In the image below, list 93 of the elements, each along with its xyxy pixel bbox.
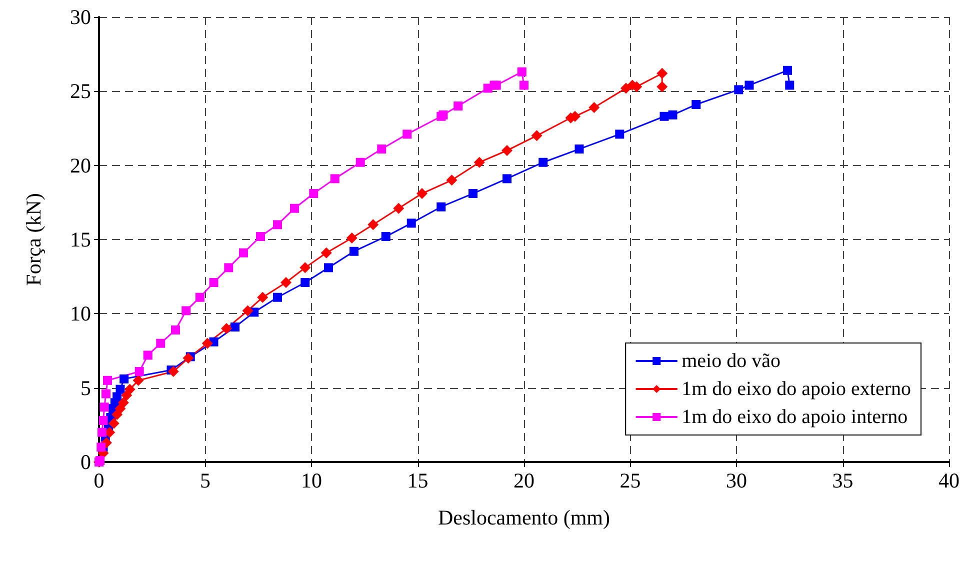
- point: [734, 85, 744, 94]
- point: [224, 263, 234, 272]
- point: [520, 80, 528, 90]
- point: [783, 66, 792, 75]
- point: [350, 246, 358, 256]
- x-tick-label: 20: [514, 468, 534, 492]
- point: [381, 232, 390, 242]
- point: [446, 174, 458, 186]
- x-tick-label: 15: [407, 468, 428, 492]
- point: [330, 174, 340, 184]
- y-tick-label: 20: [70, 153, 91, 178]
- x-tick-label: 5: [200, 468, 210, 492]
- point: [406, 218, 416, 228]
- point: [356, 158, 365, 167]
- point: [615, 130, 624, 139]
- point: [202, 338, 213, 349]
- y-tick-label: 5: [80, 376, 91, 400]
- point: [324, 263, 333, 272]
- legend-label: 1m do eixo do apoio interno: [682, 406, 908, 428]
- point: [182, 306, 191, 316]
- point: [531, 130, 542, 142]
- point: [156, 338, 166, 348]
- point: [517, 67, 526, 76]
- point: [656, 68, 668, 79]
- point: [171, 325, 180, 334]
- point: [100, 402, 109, 412]
- point: [121, 390, 132, 401]
- point: [116, 384, 125, 394]
- point: [221, 323, 232, 334]
- y-tick-label: 10: [70, 302, 91, 326]
- point: [620, 82, 632, 94]
- point: [168, 366, 179, 378]
- x-tick-label: 40: [938, 468, 960, 492]
- point: [242, 305, 254, 316]
- y-tick-label: 15: [70, 228, 91, 252]
- point: [108, 418, 120, 429]
- point: [209, 278, 218, 288]
- x-tick-label: 10: [301, 468, 322, 492]
- y-axis-title: Força (kN): [22, 193, 46, 286]
- point: [454, 102, 463, 110]
- point: [538, 158, 548, 167]
- point: [134, 367, 144, 376]
- point: [416, 188, 428, 200]
- point: [102, 389, 111, 398]
- point: [320, 247, 332, 258]
- point: [256, 232, 265, 242]
- point: [97, 428, 106, 437]
- point: [588, 102, 600, 113]
- y-tick-label: 25: [70, 79, 91, 104]
- point: [468, 189, 478, 198]
- legend-label: 1m do eixo do apoio externo: [682, 378, 912, 400]
- point: [120, 374, 129, 384]
- point: [574, 144, 584, 154]
- x-tick-label: 25: [620, 468, 641, 492]
- x-axis-title: Deslocamento (mm): [438, 506, 610, 530]
- point: [230, 322, 240, 332]
- point: [309, 189, 318, 198]
- point: [502, 174, 512, 184]
- point: [118, 397, 129, 408]
- point: [273, 292, 282, 302]
- point: [300, 262, 311, 274]
- point: [290, 204, 299, 213]
- point: [744, 80, 754, 90]
- point: [346, 232, 358, 244]
- point: [143, 350, 152, 360]
- point: [692, 100, 701, 110]
- y-tick-label: 30: [70, 5, 91, 29]
- point: [124, 384, 136, 395]
- point: [239, 248, 248, 258]
- y-tick-label: 0: [80, 450, 91, 474]
- point: [273, 220, 282, 230]
- x-tick-label: 35: [832, 468, 854, 492]
- point: [300, 278, 310, 288]
- point: [280, 277, 292, 288]
- point: [785, 80, 794, 90]
- point: [195, 292, 204, 302]
- point: [474, 156, 485, 168]
- point: [502, 145, 512, 156]
- point: [660, 112, 669, 121]
- point: [368, 219, 379, 230]
- point: [257, 292, 268, 303]
- point: [132, 374, 144, 386]
- point: [393, 202, 404, 214]
- point: [436, 202, 446, 212]
- point: [103, 376, 112, 385]
- point: [402, 130, 412, 139]
- legend-label: meio do vão: [682, 350, 780, 372]
- point: [98, 416, 108, 425]
- point: [182, 352, 194, 364]
- point: [668, 110, 678, 120]
- point: [377, 144, 386, 154]
- point: [656, 81, 668, 92]
- x-tick-label: 30: [726, 468, 747, 492]
